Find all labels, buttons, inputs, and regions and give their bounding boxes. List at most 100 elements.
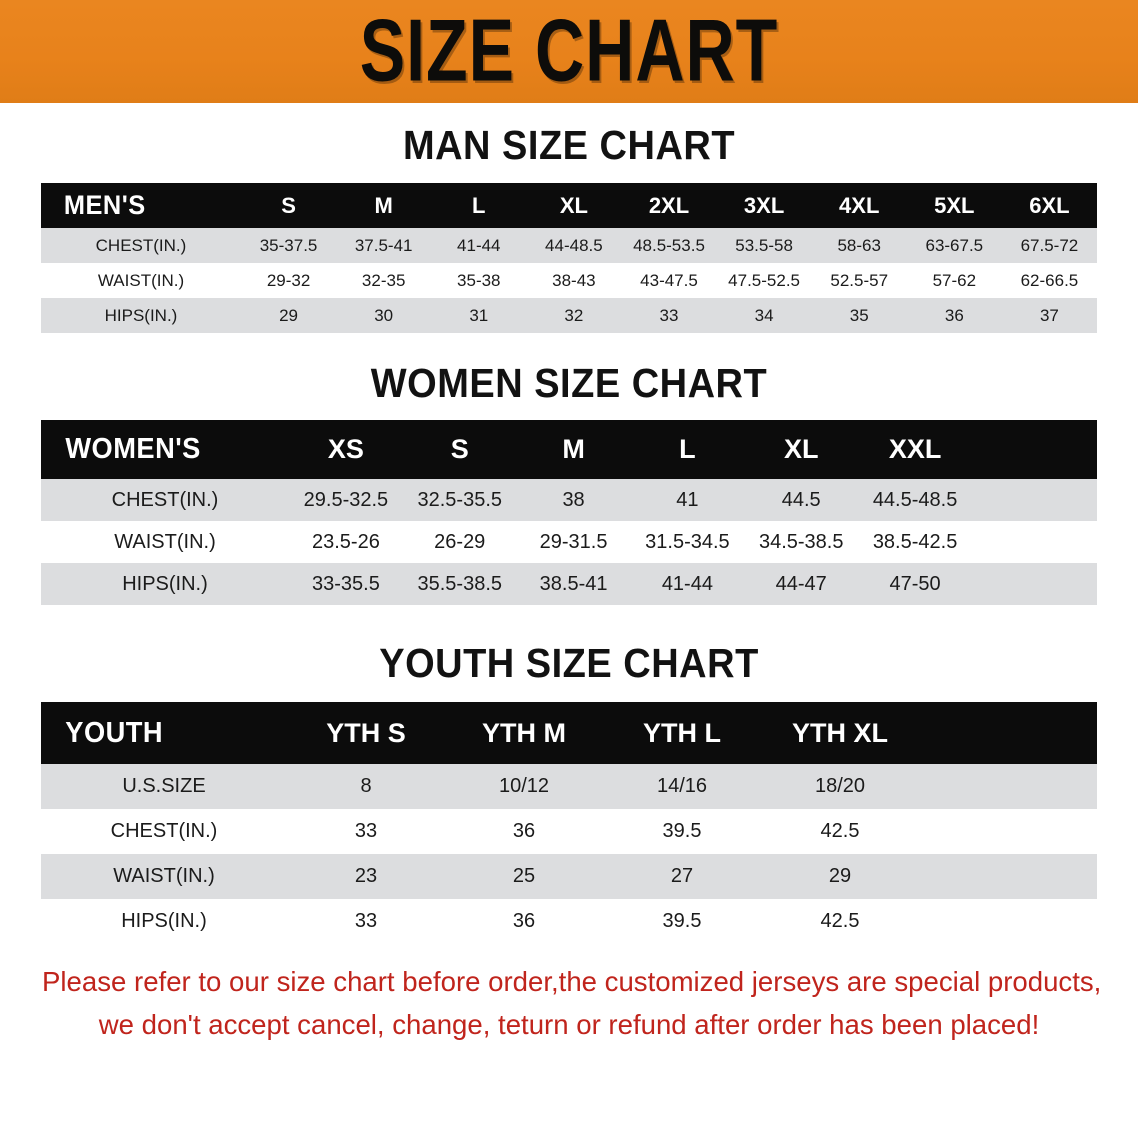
women-section-title: WOMEN SIZE CHART bbox=[370, 361, 768, 407]
women-col-header-spacer bbox=[972, 420, 1097, 479]
youth-ussize-l: 14/16 bbox=[603, 764, 761, 809]
youth-chest-s: 33 bbox=[287, 809, 445, 854]
man-hips-2xl: 33 bbox=[621, 298, 717, 333]
youth-ussize-m: 10/12 bbox=[445, 764, 603, 809]
man-col-header-7: 5XL bbox=[906, 183, 1002, 228]
man-chest-m: 37.5-41 bbox=[336, 228, 432, 263]
youth-table-head: YOUTH YTH S YTH M YTH L YTH XL bbox=[41, 702, 1097, 764]
man-hips-4xl: 35 bbox=[811, 298, 907, 333]
women-chest-xs: 29.5-32.5 bbox=[289, 479, 403, 521]
man-chest-6xl: 67.5-72 bbox=[1001, 228, 1097, 263]
table-row: CHEST(IN.) 29.5-32.5 32.5-35.5 38 41 44.… bbox=[41, 479, 1097, 521]
man-chest-xl: 44-48.5 bbox=[526, 228, 622, 263]
women-waist-xs: 23.5-26 bbox=[289, 521, 403, 563]
youth-hips-l: 39.5 bbox=[603, 899, 761, 944]
man-hips-5xl: 36 bbox=[906, 298, 1002, 333]
women-col-header-0: XS bbox=[289, 420, 403, 479]
page-banner: SIZE CHART bbox=[0, 0, 1138, 103]
man-row-label-chest: CHEST(IN.) bbox=[41, 228, 241, 263]
women-row-label-waist: WAIST(IN.) bbox=[41, 521, 289, 563]
youth-ussize-s: 8 bbox=[287, 764, 445, 809]
women-hips-xs: 33-35.5 bbox=[289, 563, 403, 605]
youth-row-label-waist: WAIST(IN.) bbox=[41, 854, 287, 899]
disclaimer-line-1: Please refer to our size chart before or… bbox=[42, 966, 1102, 997]
women-size-table: WOMEN'S XS S M L XL XXL CHEST(IN.) 29.5-… bbox=[41, 420, 1097, 605]
spacer-women-youth bbox=[0, 605, 1138, 643]
table-row: HIPS(IN.) 33-35.5 35.5-38.5 38.5-41 41-4… bbox=[41, 563, 1097, 605]
youth-size-table-container: YOUTH YTH S YTH M YTH L YTH XL U.S.SIZE … bbox=[41, 702, 1097, 944]
man-row-label-hips: HIPS(IN.) bbox=[41, 298, 241, 333]
man-row-label-waist: WAIST(IN.) bbox=[41, 263, 241, 298]
man-chest-2xl: 48.5-53.5 bbox=[621, 228, 717, 263]
women-size-table-container: WOMEN'S XS S M L XL XXL CHEST(IN.) 29.5-… bbox=[41, 420, 1097, 605]
man-chest-l: 41-44 bbox=[431, 228, 527, 263]
women-waist-xxl: 38.5-42.5 bbox=[858, 521, 972, 563]
women-col-header-5: XXL bbox=[858, 420, 972, 479]
women-table-body: CHEST(IN.) 29.5-32.5 32.5-35.5 38 41 44.… bbox=[41, 479, 1097, 605]
man-header-row: MEN'S S M L XL 2XL 3XL 4XL 5XL 6XL bbox=[41, 183, 1097, 228]
table-row: WAIST(IN.) 29-32 32-35 35-38 38-43 43-47… bbox=[41, 263, 1097, 298]
man-waist-l: 35-38 bbox=[431, 263, 527, 298]
women-chest-xl: 44.5 bbox=[744, 479, 859, 521]
women-waist-s: 26-29 bbox=[402, 521, 517, 563]
youth-waist-xl: 29 bbox=[761, 854, 919, 899]
table-row: WAIST(IN.) 23.5-26 26-29 29-31.5 31.5-34… bbox=[41, 521, 1097, 563]
youth-col-header-3: YTH XL bbox=[761, 702, 919, 764]
man-size-table: MEN'S S M L XL 2XL 3XL 4XL 5XL 6XL CHEST… bbox=[41, 183, 1097, 333]
women-hips-m: 38.5-41 bbox=[516, 563, 631, 605]
table-row: CHEST(IN.) 35-37.5 37.5-41 41-44 44-48.5… bbox=[41, 228, 1097, 263]
women-waist-spacer bbox=[972, 521, 1097, 563]
youth-hips-s: 33 bbox=[287, 899, 445, 944]
man-waist-4xl: 52.5-57 bbox=[811, 263, 907, 298]
man-waist-2xl: 43-47.5 bbox=[621, 263, 717, 298]
women-corner-label: WOMEN'S bbox=[48, 420, 282, 479]
women-chest-l: 41 bbox=[630, 479, 745, 521]
spacer-man-women bbox=[0, 333, 1138, 363]
man-waist-s: 29-32 bbox=[241, 263, 337, 298]
man-hips-6xl: 37 bbox=[1001, 298, 1097, 333]
man-col-header-4: 2XL bbox=[621, 183, 717, 228]
youth-table-body: U.S.SIZE 8 10/12 14/16 18/20 CHEST(IN.) … bbox=[41, 764, 1097, 944]
women-table-head: WOMEN'S XS S M L XL XXL bbox=[41, 420, 1097, 479]
table-row: U.S.SIZE 8 10/12 14/16 18/20 bbox=[41, 764, 1097, 809]
man-hips-xl: 32 bbox=[526, 298, 622, 333]
youth-size-table: YOUTH YTH S YTH M YTH L YTH XL U.S.SIZE … bbox=[41, 702, 1097, 944]
youth-chest-spacer bbox=[919, 809, 1097, 854]
table-row: WAIST(IN.) 23 25 27 29 bbox=[41, 854, 1097, 899]
youth-waist-l: 27 bbox=[603, 854, 761, 899]
youth-col-header-2: YTH L bbox=[603, 702, 761, 764]
youth-col-header-1: YTH M bbox=[445, 702, 603, 764]
man-waist-3xl: 47.5-52.5 bbox=[716, 263, 812, 298]
man-table-body: CHEST(IN.) 35-37.5 37.5-41 41-44 44-48.5… bbox=[41, 228, 1097, 333]
table-row: HIPS(IN.) 33 36 39.5 42.5 bbox=[41, 899, 1097, 944]
youth-header-row: YOUTH YTH S YTH M YTH L YTH XL bbox=[41, 702, 1097, 764]
youth-hips-spacer bbox=[919, 899, 1097, 944]
women-col-header-3: L bbox=[630, 420, 745, 479]
man-table-head: MEN'S S M L XL 2XL 3XL 4XL 5XL 6XL bbox=[41, 183, 1097, 228]
youth-ussize-xl: 18/20 bbox=[761, 764, 919, 809]
women-hips-xl: 44-47 bbox=[744, 563, 859, 605]
man-chest-3xl: 53.5-58 bbox=[716, 228, 812, 263]
women-chest-spacer bbox=[972, 479, 1097, 521]
man-chest-5xl: 63-67.5 bbox=[906, 228, 1002, 263]
youth-row-label-ussize: U.S.SIZE bbox=[41, 764, 287, 809]
man-waist-5xl: 57-62 bbox=[906, 263, 1002, 298]
man-col-header-8: 6XL bbox=[1001, 183, 1097, 228]
youth-row-label-hips: HIPS(IN.) bbox=[41, 899, 287, 944]
women-col-header-2: M bbox=[516, 420, 631, 479]
man-section-title: MAN SIZE CHART bbox=[402, 123, 736, 169]
man-col-header-2: L bbox=[431, 183, 527, 228]
man-hips-l: 31 bbox=[431, 298, 527, 333]
women-chest-m: 38 bbox=[516, 479, 631, 521]
man-hips-3xl: 34 bbox=[716, 298, 812, 333]
table-row: HIPS(IN.) 29 30 31 32 33 34 35 36 37 bbox=[41, 298, 1097, 333]
youth-chest-m: 36 bbox=[445, 809, 603, 854]
man-col-header-3: XL bbox=[526, 183, 622, 228]
women-chest-xxl: 44.5-48.5 bbox=[858, 479, 972, 521]
man-waist-xl: 38-43 bbox=[526, 263, 622, 298]
women-waist-m: 29-31.5 bbox=[516, 521, 631, 563]
youth-col-header-0: YTH S bbox=[287, 702, 445, 764]
man-waist-m: 32-35 bbox=[336, 263, 432, 298]
women-waist-xl: 34.5-38.5 bbox=[744, 521, 859, 563]
women-col-header-1: S bbox=[402, 420, 517, 479]
